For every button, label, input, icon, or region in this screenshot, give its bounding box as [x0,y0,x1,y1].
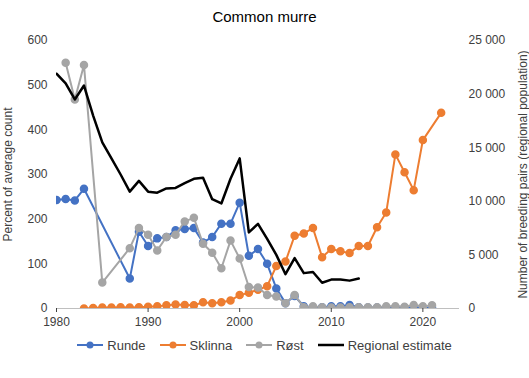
html-text:Røst: Røst [276,337,304,353]
svg-text:2010: 2010 [318,315,345,329]
svg-text:20 000: 20 000 [469,87,506,101]
svg-text:2000: 2000 [226,315,253,329]
html-text:Regional estimate: Regional estimate [347,337,452,353]
svg-text:1990: 1990 [135,315,162,329]
svg-text:Percent of average count: Percent of average count [1,107,15,242]
svg-text:400: 400 [27,123,47,137]
svg-text:10 000: 10 000 [469,194,506,208]
svg-text:2020: 2020 [410,315,437,329]
svg-text:Number of breeding pairs (regi: Number of breeding pairs (regional popul… [516,50,529,298]
html-text:Common murre: Common murre [212,8,317,25]
svg-text:15 000: 15 000 [469,141,506,155]
svg-text:200: 200 [27,212,47,226]
svg-text:0: 0 [469,301,476,315]
svg-text:500: 500 [27,78,47,92]
svg-text:25 000: 25 000 [469,33,506,47]
svg-text:600: 600 [27,33,47,47]
svg-text:100: 100 [27,257,47,271]
svg-text:1980: 1980 [43,315,70,329]
html-text:Sklinna: Sklinna [189,337,233,353]
svg-text:300: 300 [27,167,47,181]
svg-text:5 000: 5 000 [469,248,499,262]
svg-text:0: 0 [41,301,48,315]
html-text:Runde: Runde [107,337,146,353]
